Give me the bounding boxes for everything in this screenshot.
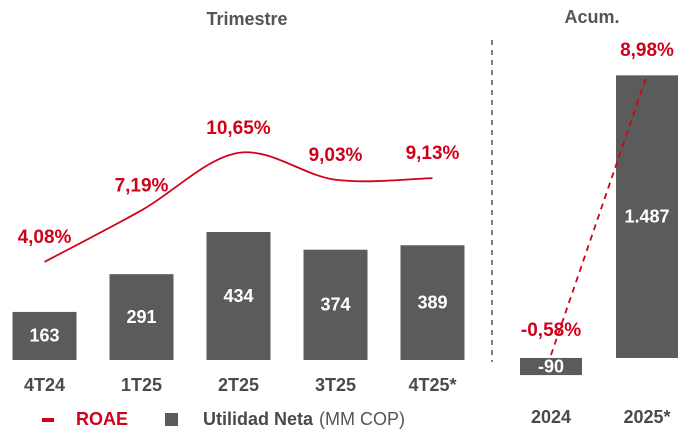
x-tick-label: 3T25 xyxy=(315,375,356,395)
bar-label: 389 xyxy=(417,292,447,312)
bar xyxy=(520,357,582,376)
x-tick-label: 4T25* xyxy=(408,375,456,395)
roae-label: 10,65% xyxy=(206,118,271,139)
x-tick-label: 4T24 xyxy=(24,375,65,395)
roae-label: 4,08% xyxy=(18,227,72,248)
bar-label: 291 xyxy=(126,307,156,327)
x-tick-label: 1T25 xyxy=(121,375,162,395)
bar-label: -90 xyxy=(538,356,564,376)
x-tick-label: 2024 xyxy=(531,407,571,427)
x-tick-label: 2025* xyxy=(623,407,670,427)
bar xyxy=(12,311,77,360)
bar xyxy=(400,245,465,360)
bar xyxy=(303,249,368,360)
bar xyxy=(109,274,174,360)
bar xyxy=(206,232,271,360)
roae-label: 8,98% xyxy=(620,40,674,61)
roae-label: -0,58% xyxy=(521,320,581,341)
legend-note: (MM COP) xyxy=(319,409,405,429)
legend-label: Utilidad Neta xyxy=(203,409,314,429)
x-tick-label: 2T25 xyxy=(218,375,259,395)
bar xyxy=(616,75,678,358)
legend-swatch xyxy=(165,413,178,426)
roae-label: 9,13% xyxy=(406,143,460,164)
roae-label: 7,19% xyxy=(115,175,169,196)
roae-line xyxy=(550,74,648,356)
roae-label: 9,03% xyxy=(309,145,363,166)
legend-label: ROAE xyxy=(76,409,128,429)
panel-title: Trimestre xyxy=(206,9,287,29)
bar-label: 434 xyxy=(223,286,253,306)
roae-line xyxy=(44,151,433,263)
bar-label: 1.487 xyxy=(624,206,669,226)
bar-label: 163 xyxy=(29,326,59,346)
panel-title: Acum. xyxy=(564,7,619,27)
bar-label: 374 xyxy=(320,295,350,315)
